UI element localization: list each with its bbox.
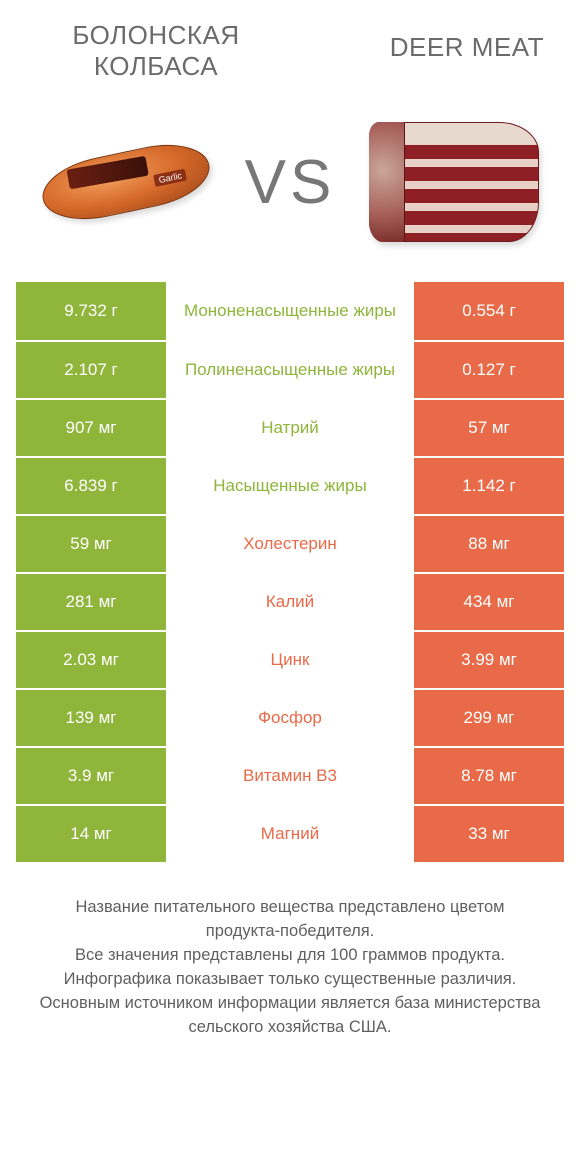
infographic-container: БОЛОНСКАЯ КОЛБАСА DEER MEAT VS 9.732 гМо…	[0, 0, 580, 1040]
table-row: 59 мгХолестерин88 мг	[16, 514, 564, 572]
value-right: 0.554 г	[414, 282, 564, 340]
product-left-title: БОЛОНСКАЯ КОЛБАСА	[36, 20, 276, 82]
images-row: VS	[16, 112, 564, 252]
value-left: 59 мг	[16, 516, 166, 572]
value-left: 139 мг	[16, 690, 166, 746]
value-right: 8.78 мг	[414, 748, 564, 804]
table-row: 3.9 мгВитамин B38.78 мг	[16, 746, 564, 804]
value-right: 0.127 г	[414, 342, 564, 398]
table-row: 14 мгМагний33 мг	[16, 804, 564, 862]
nutrient-label: Фосфор	[166, 690, 414, 746]
table-row: 907 мгНатрий57 мг	[16, 398, 564, 456]
value-left: 14 мг	[16, 806, 166, 862]
nutrient-label: Витамин B3	[166, 748, 414, 804]
nutrient-label: Калий	[166, 574, 414, 630]
footer-line: Все значения представлены для 100 граммо…	[38, 944, 542, 968]
nutrient-label: Мононенасыщенные жиры	[166, 282, 414, 340]
table-row: 2.03 мгЦинк3.99 мг	[16, 630, 564, 688]
nutrient-label: Магний	[166, 806, 414, 862]
value-left: 2.107 г	[16, 342, 166, 398]
product-right-title: DEER MEAT	[304, 20, 544, 63]
value-left: 3.9 мг	[16, 748, 166, 804]
value-right: 88 мг	[414, 516, 564, 572]
value-right: 434 мг	[414, 574, 564, 630]
table-row: 9.732 гМононенасыщенные жиры0.554 г	[16, 282, 564, 340]
value-right: 3.99 мг	[414, 632, 564, 688]
table-row: 281 мгКалий434 мг	[16, 572, 564, 630]
value-left: 6.839 г	[16, 458, 166, 514]
header: БОЛОНСКАЯ КОЛБАСА DEER MEAT	[16, 20, 564, 82]
value-right: 1.142 г	[414, 458, 564, 514]
table-row: 2.107 гПолиненасыщенные жиры0.127 г	[16, 340, 564, 398]
value-left: 907 мг	[16, 400, 166, 456]
nutrient-label: Полиненасыщенные жиры	[166, 342, 414, 398]
table-row: 139 мгФосфор299 мг	[16, 688, 564, 746]
deer-meat-icon	[369, 122, 539, 242]
nutrient-label: Натрий	[166, 400, 414, 456]
value-left: 9.732 г	[16, 282, 166, 340]
value-left: 281 мг	[16, 574, 166, 630]
nutrient-label: Цинк	[166, 632, 414, 688]
value-right: 299 мг	[414, 690, 564, 746]
bologna-sausage-icon	[37, 135, 216, 229]
comparison-table: 9.732 гМононенасыщенные жиры0.554 г2.107…	[16, 282, 564, 862]
footer-notes: Название питательного вещества представл…	[16, 862, 564, 1040]
table-row: 6.839 гНасыщенные жиры1.142 г	[16, 456, 564, 514]
value-left: 2.03 мг	[16, 632, 166, 688]
value-right: 57 мг	[414, 400, 564, 456]
footer-line: Название питательного вещества представл…	[38, 896, 542, 944]
product-left-image	[26, 112, 226, 252]
nutrient-label: Холестерин	[166, 516, 414, 572]
vs-label: VS	[245, 147, 336, 218]
value-right: 33 мг	[414, 806, 564, 862]
nutrient-label: Насыщенные жиры	[166, 458, 414, 514]
footer-line: Инфографика показывает только существенн…	[38, 968, 542, 992]
product-right-image	[354, 112, 554, 252]
footer-line: Основным источником информации является …	[38, 992, 542, 1040]
